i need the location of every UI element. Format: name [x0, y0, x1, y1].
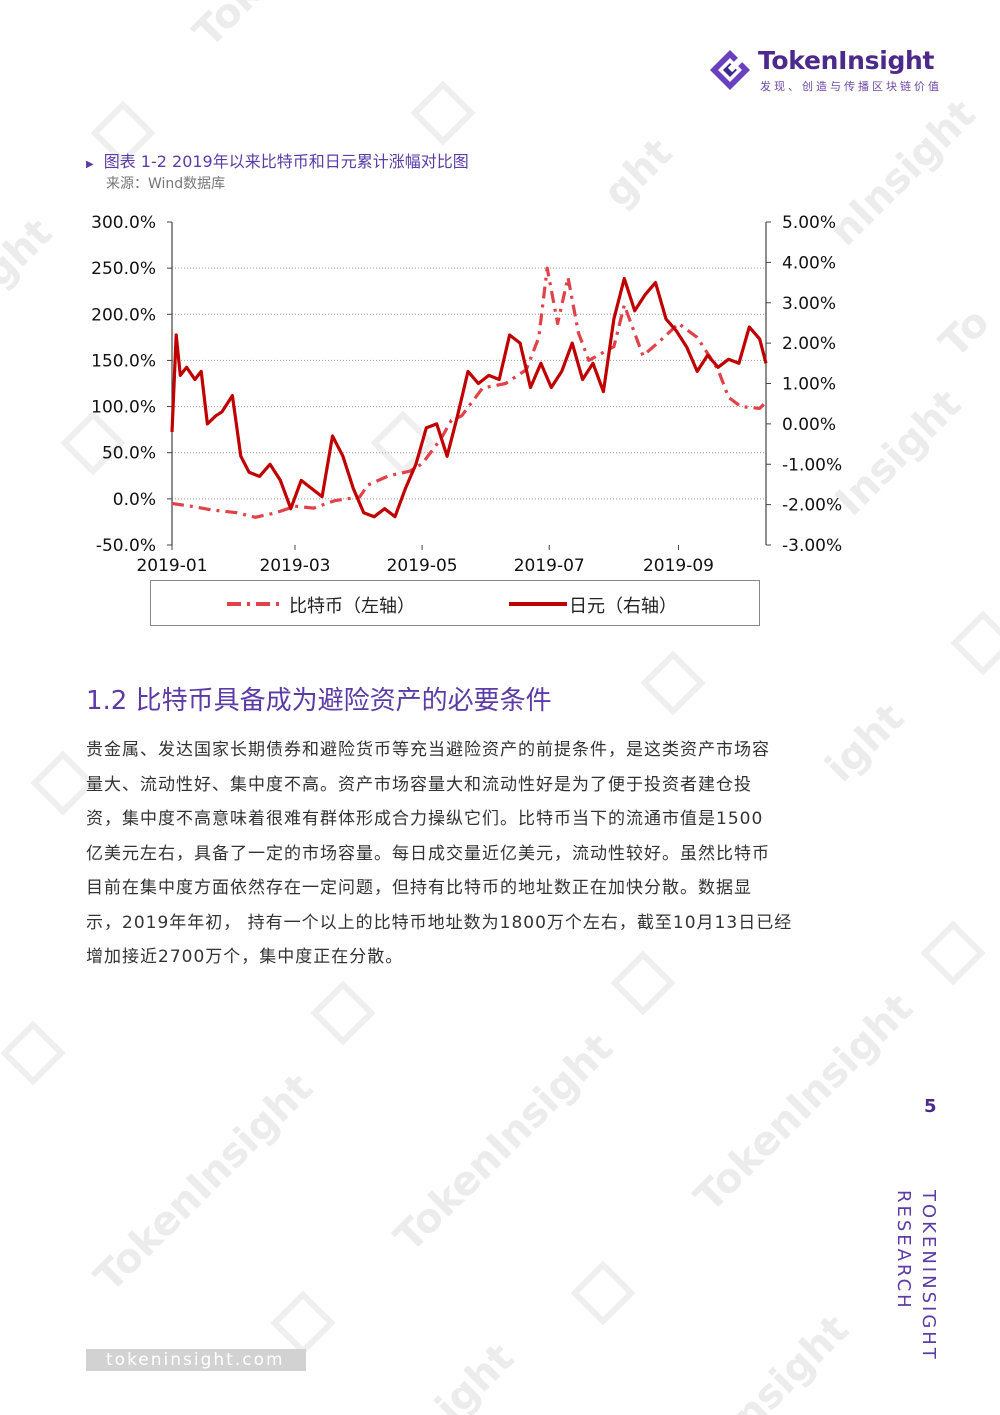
- figure-source: 来源：Wind数据库: [106, 176, 226, 192]
- x-tick-label: 2019-03: [259, 556, 330, 576]
- y-right-tick-label: 1.00%: [782, 375, 836, 395]
- y-left-tick-label: 50.0%: [102, 444, 156, 464]
- section-body: 贵金属、发达国家长期债券和避险货币等充当避险资产的前提条件，是这类资产市场容 量…: [86, 733, 856, 975]
- y-left-tick-label: 250.0%: [91, 259, 156, 279]
- body-line: 示，2019年年初， 持有一个以上的比特币地址数为1800万个左右，截至10月1…: [86, 912, 793, 933]
- body-line: 贵金属、发达国家长期债券和避险货币等充当避险资产的前提条件，是这类资产市场容: [86, 740, 770, 760]
- y-left-tick-label: 100.0%: [91, 398, 156, 418]
- figure-title: ▶ 图表 1-2 2019年以来比特币和日元累计涨幅对比图: [86, 148, 469, 172]
- legend-jpy-swatch: [509, 602, 567, 606]
- body-line: 亿美元左右，具备了一定的市场容量。每日成交量近亿美元，流动性较好。虽然比特币: [86, 843, 770, 864]
- y-right-tick-label: -3.00%: [782, 536, 842, 556]
- btc-jpy-chart: -50.0% 0.0% 50.0% 100.0% 150.0% 200.0% 250.0% 3…: [91, 213, 842, 576]
- y-left-tick-label: 200.0%: [91, 305, 156, 325]
- x-tick-label: 2019-01: [136, 556, 207, 576]
- y-right-tick-label: 4.00%: [782, 253, 836, 273]
- x-tick-label: 2019-07: [514, 556, 585, 576]
- brand-logo: TokenInsight 发现、创造与传播区块链价值: [708, 44, 948, 96]
- jpy-series-line: [170, 276, 768, 519]
- legend-jpy-label: 日元（右轴）: [569, 596, 677, 617]
- figure-title-text: 图表 1-2 2019年以来比特币和日元累计涨幅对比图: [103, 152, 469, 171]
- body-line: 目前在集中度方面依然存在一定问题，但持有比特币的地址数正在加快分散。数据显: [86, 878, 752, 898]
- legend-btc-swatch: [227, 602, 285, 606]
- y-left-tick-label: -50.0%: [96, 536, 156, 556]
- y-right-tick-label: -1.00%: [782, 455, 842, 475]
- section-heading: 1.2 比特币具备成为避险资产的必要条件: [86, 686, 552, 716]
- legend-btc-label: 比特币（左轴）: [289, 596, 415, 617]
- body-line: 增加接近2700万个，集中度正在分散。: [86, 947, 404, 967]
- chart-legend: 比特币（左轴） 日元（右轴）: [150, 580, 760, 626]
- caret-right-icon: ▶: [86, 159, 94, 170]
- y-right-tick-label: -2.00%: [782, 496, 842, 516]
- page-number: 5: [924, 1096, 937, 1117]
- footer-url: tokeninsight.com: [86, 1349, 306, 1371]
- logo-name: TokenInsight: [758, 46, 935, 75]
- logo-slogan: 发现、创造与传播区块链价值: [760, 80, 942, 93]
- logo-mark-icon: [710, 50, 750, 90]
- y-left-tick-label: 150.0%: [91, 351, 156, 371]
- y-right-tick-label: 0.00%: [782, 415, 836, 435]
- btc-series-line: [171, 266, 768, 519]
- y-left-tick-label: 0.0%: [113, 490, 156, 510]
- body-line: 量大、流动性好、集中度不高。资产市场容量大和流动性好是为了便于投资者建仓投: [86, 774, 752, 795]
- vertical-sub: RESEARCH: [893, 1190, 914, 1311]
- y-right-tick-label: 5.00%: [782, 213, 836, 233]
- vertical-brand: TOKENINSIGHT: [918, 1190, 939, 1362]
- y-right-tick-label: 2.00%: [782, 334, 836, 354]
- x-tick-label: 2019-05: [387, 556, 458, 576]
- y-right-tick-label: 3.00%: [782, 294, 836, 314]
- body-line: 资，集中度不高意味着很难有群体形成合力操纵它们。比特币当下的流通市值是1500: [86, 809, 764, 829]
- x-tick-label: 2019-09: [643, 556, 714, 576]
- y-left-tick-label: 300.0%: [91, 213, 156, 233]
